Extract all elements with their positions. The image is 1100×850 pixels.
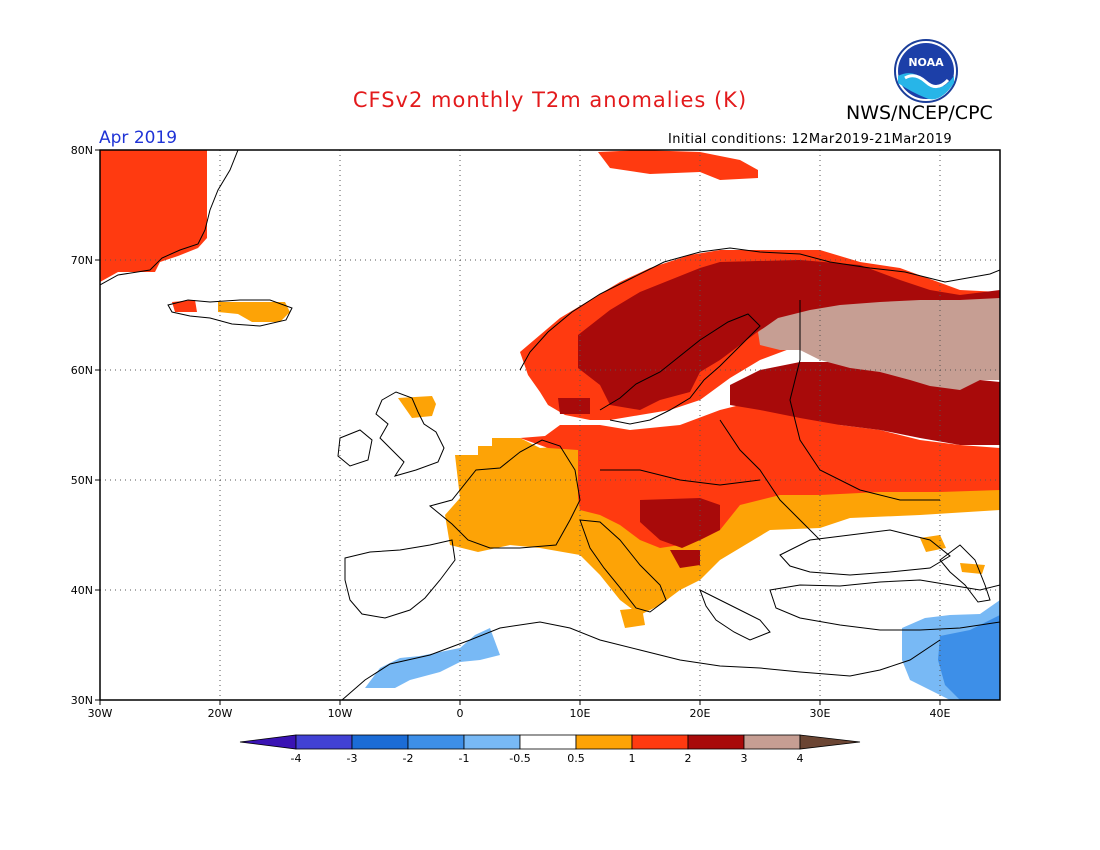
anomaly-uk-patch [398,396,436,418]
coast-greece [699,588,771,641]
coast-greenland [100,150,239,286]
lon-label-30e: 30E [810,707,831,720]
coast-uk [375,391,445,477]
map-frame [99,149,1001,701]
colorbar-bin-neg2 [407,734,465,750]
colorbar-bin-neutral [519,734,577,750]
coast-iceland [167,299,293,327]
coast-france [428,439,581,549]
anomaly-greenland [100,150,207,282]
lat-label-70n: 70N [71,254,93,267]
lat-label-80n: 80N [71,144,93,157]
colorbar-label: 2 [685,752,692,765]
lon-label-40e: 40E [930,707,951,720]
anomaly-balkan [670,550,700,568]
anomaly-sweden-finland [578,260,1000,410]
colorbar-label: -4 [291,752,302,765]
lon-label-30w: 30W [88,707,113,720]
lon-label-10w: 10W [328,707,353,720]
colorbar-bin-neg4 [295,734,353,750]
anomaly-fields [100,150,1000,700]
border-central [600,469,761,486]
tick-marks [95,149,941,705]
border-russia [789,300,940,501]
noaa-logo: NOAA [894,39,958,103]
coast-black-sea [779,529,951,576]
map-title: CFSv2 monthly T2m anomalies (K) [352,88,748,112]
coast-north-africa [341,621,941,700]
colorbar-bin-pos05 [575,734,633,750]
colorbar-label: 4 [797,752,804,765]
colorbar-label: 3 [741,752,748,765]
coast-baltic [599,313,761,425]
anomaly-caucasus [960,563,985,574]
lat-label-40n: 40N [71,584,93,597]
colorbar-label: 0.5 [567,752,585,765]
colorbar-bin-pos2 [687,734,745,750]
colorbar [239,734,861,750]
coast-caspian [939,544,991,603]
colorbar-arrow-low [239,734,297,750]
lat-label-30n: 30N [71,694,93,707]
anomaly-baltic-south [558,398,590,414]
coast-iberia [344,539,456,619]
month-label: Apr 2019 [99,128,178,148]
colorbar-bin-neg3 [351,734,409,750]
colorbar-label: -3 [347,752,358,765]
initial-conditions-label: Initial conditions: 12Mar2019-21Mar2019 [668,132,953,147]
colorbar-label: -2 [403,752,414,765]
lon-label-0: 0 [457,707,464,720]
colorbar-bin-pos1 [631,734,689,750]
lon-label-20e: 20E [690,707,711,720]
agency-label: NWS/NCEP/CPC [846,102,993,124]
anomaly-morocco [365,628,500,688]
coast-italy [579,519,667,613]
colorbar-label: -0.5 [509,752,530,765]
lat-label-50n: 50N [71,474,93,487]
colorbar-label: 1 [629,752,636,765]
anomaly-iceland-east [218,302,290,322]
coast-turkey [769,579,1000,631]
colorbar-bin-neg1 [463,734,521,750]
anomaly-iceland-west [172,300,197,312]
graticule [100,150,1000,700]
anomaly-italy-south [620,608,645,628]
lon-label-20w: 20W [208,707,233,720]
lat-label-60n: 60N [71,364,93,377]
border-east [719,419,821,541]
anomaly-levant-dark [938,615,1000,700]
coast-ireland [337,429,373,467]
colorbar-bin-pos3 [743,734,801,750]
colorbar-label: -1 [459,752,470,765]
colorbar-arrow-high [799,734,861,750]
logo-text: NOAA [908,56,944,69]
lon-label-10e: 10E [570,707,591,720]
coastlines [100,150,1000,700]
coast-scandinavia [519,247,1000,371]
anomaly-svalbard [598,150,758,180]
